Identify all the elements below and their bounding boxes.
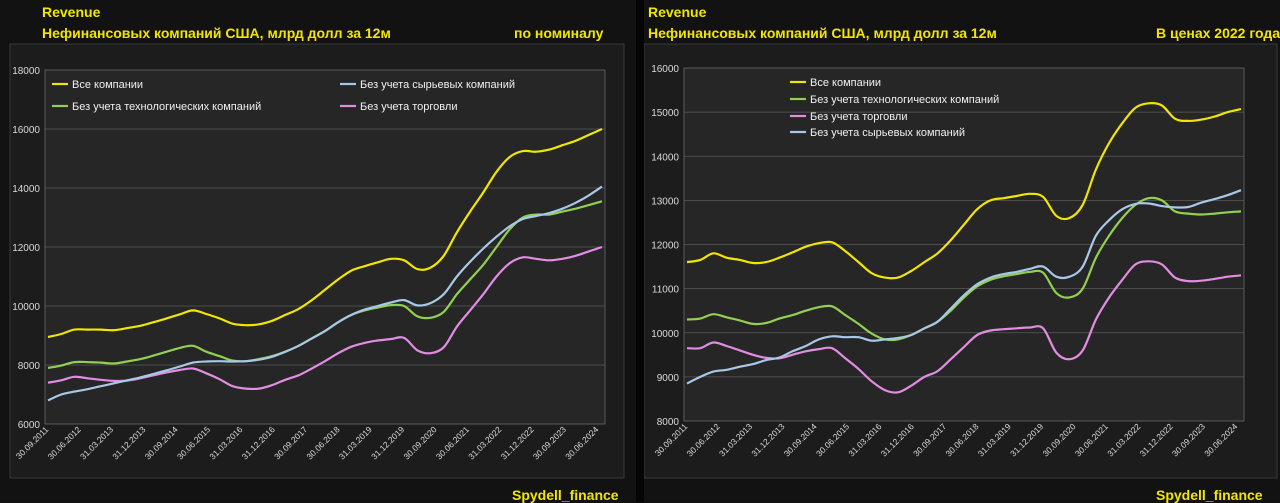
y-tick-label: 16000 [651, 64, 679, 75]
chart-panel-real: Revenue Нефинансовых компаний США, млрд … [644, 0, 1280, 503]
y-tick-label: 12000 [651, 241, 679, 252]
chart-title: Revenue [648, 4, 707, 20]
legend-label-no_trade: Без учета торговли [360, 101, 457, 113]
series-line-no_raw [47, 185, 603, 402]
watermark: Spydell_finance [512, 487, 619, 503]
chart-panel-nominal: Revenue Нефинансовых компаний США, млрд … [0, 0, 636, 503]
chart-subtitle: Нефинансовых компаний США, млрд долл за … [648, 25, 997, 41]
y-tick-label: 8000 [18, 361, 41, 372]
series-line-no_tech [686, 196, 1242, 342]
y-tick-label: 14000 [12, 184, 40, 195]
y-tick-label: 10000 [651, 329, 679, 340]
y-tick-label: 13000 [651, 196, 679, 207]
chart-real: 8000 9000 10000 11000 12000 13000 14000 15000 16… [644, 43, 1278, 479]
chart-subtitle: Нефинансовых компаний США, млрд долл за … [42, 25, 391, 41]
legend-label-no_raw: Без учета сырьевых компаний [810, 127, 965, 139]
legend-label-no_tech: Без учета технологических компаний [72, 101, 261, 113]
y-tick-label: 9000 [657, 373, 680, 384]
legend-label-all: Все компании [72, 79, 143, 91]
legend-label-no_raw: Без учета сырьевых компаний [360, 79, 515, 91]
chart-title: Revenue [42, 4, 101, 20]
y-tick-label: 12000 [12, 243, 40, 254]
y-tick-label: 16000 [12, 125, 40, 136]
y-tick-label: 8000 [657, 417, 680, 428]
chart-tag: В ценах 2022 года [1156, 25, 1280, 41]
series-line-all [686, 102, 1242, 280]
y-tick-label: 14000 [651, 152, 679, 163]
chart-nominal: 60008000100001200014000160001800030.09.2… [9, 43, 625, 479]
y-tick-label: 6000 [18, 420, 41, 431]
chart-tag: по номиналу [514, 25, 604, 41]
panel-divider [636, 0, 644, 502]
legend-label-all: Все компании [810, 77, 881, 89]
series-line-all [47, 127, 603, 339]
series-line-no_raw [686, 189, 1242, 385]
y-tick-label: 18000 [12, 66, 40, 77]
y-tick-label: 15000 [651, 108, 679, 119]
y-tick-label: 11000 [652, 285, 680, 296]
legend-label-no_tech: Без учета технологических компаний [810, 94, 999, 106]
legend-label-no_trade: Без учета торговли [810, 111, 907, 123]
y-tick-label: 10000 [12, 302, 40, 313]
watermark: Spydell_finance [1156, 487, 1263, 503]
